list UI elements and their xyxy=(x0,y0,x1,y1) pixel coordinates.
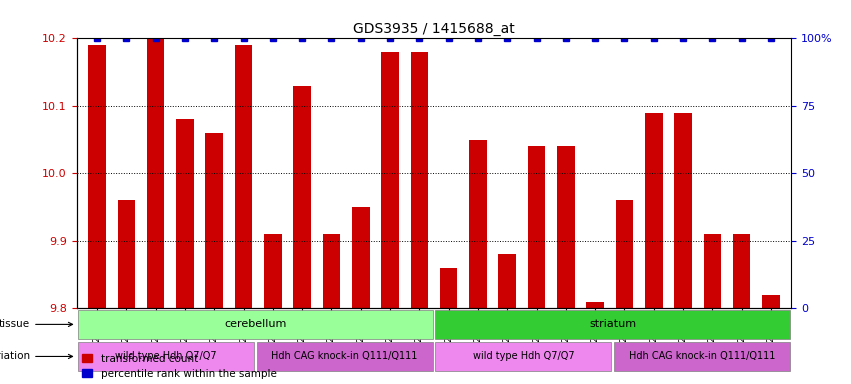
FancyBboxPatch shape xyxy=(257,342,432,371)
Text: tissue: tissue xyxy=(0,319,72,329)
Text: Hdh CAG knock-in Q111/Q111: Hdh CAG knock-in Q111/Q111 xyxy=(271,351,418,361)
Bar xyxy=(205,133,223,308)
Bar xyxy=(176,119,194,308)
Text: Hdh CAG knock-in Q111/Q111: Hdh CAG knock-in Q111/Q111 xyxy=(629,351,775,361)
Bar xyxy=(499,254,516,308)
Bar xyxy=(147,38,164,308)
Bar xyxy=(381,52,399,308)
Bar xyxy=(352,207,369,308)
Bar xyxy=(235,45,253,308)
Bar xyxy=(528,146,545,308)
Bar xyxy=(469,140,487,308)
Bar xyxy=(89,45,106,308)
Bar xyxy=(264,234,282,308)
Text: wild type Hdh Q7/Q7: wild type Hdh Q7/Q7 xyxy=(115,351,217,361)
Bar xyxy=(410,52,428,308)
FancyBboxPatch shape xyxy=(78,310,432,339)
Legend: transformed count, percentile rank within the sample: transformed count, percentile rank withi… xyxy=(82,354,277,379)
Bar xyxy=(117,200,135,308)
Text: cerebellum: cerebellum xyxy=(224,319,287,329)
Bar xyxy=(645,113,663,308)
Bar xyxy=(557,146,574,308)
Text: genotype/variation: genotype/variation xyxy=(0,351,72,361)
Bar xyxy=(440,268,458,308)
Bar xyxy=(762,295,780,308)
Text: wild type Hdh Q7/Q7: wild type Hdh Q7/Q7 xyxy=(472,351,574,361)
FancyBboxPatch shape xyxy=(436,342,611,371)
Bar xyxy=(733,234,751,308)
FancyBboxPatch shape xyxy=(614,342,790,371)
Bar xyxy=(323,234,340,308)
Bar xyxy=(674,113,692,308)
Bar xyxy=(704,234,721,308)
Title: GDS3935 / 1415688_at: GDS3935 / 1415688_at xyxy=(353,22,515,36)
Bar xyxy=(615,200,633,308)
FancyBboxPatch shape xyxy=(78,342,254,371)
FancyBboxPatch shape xyxy=(436,310,790,339)
Bar xyxy=(294,86,311,308)
Bar xyxy=(586,301,604,308)
Text: striatum: striatum xyxy=(589,319,637,329)
